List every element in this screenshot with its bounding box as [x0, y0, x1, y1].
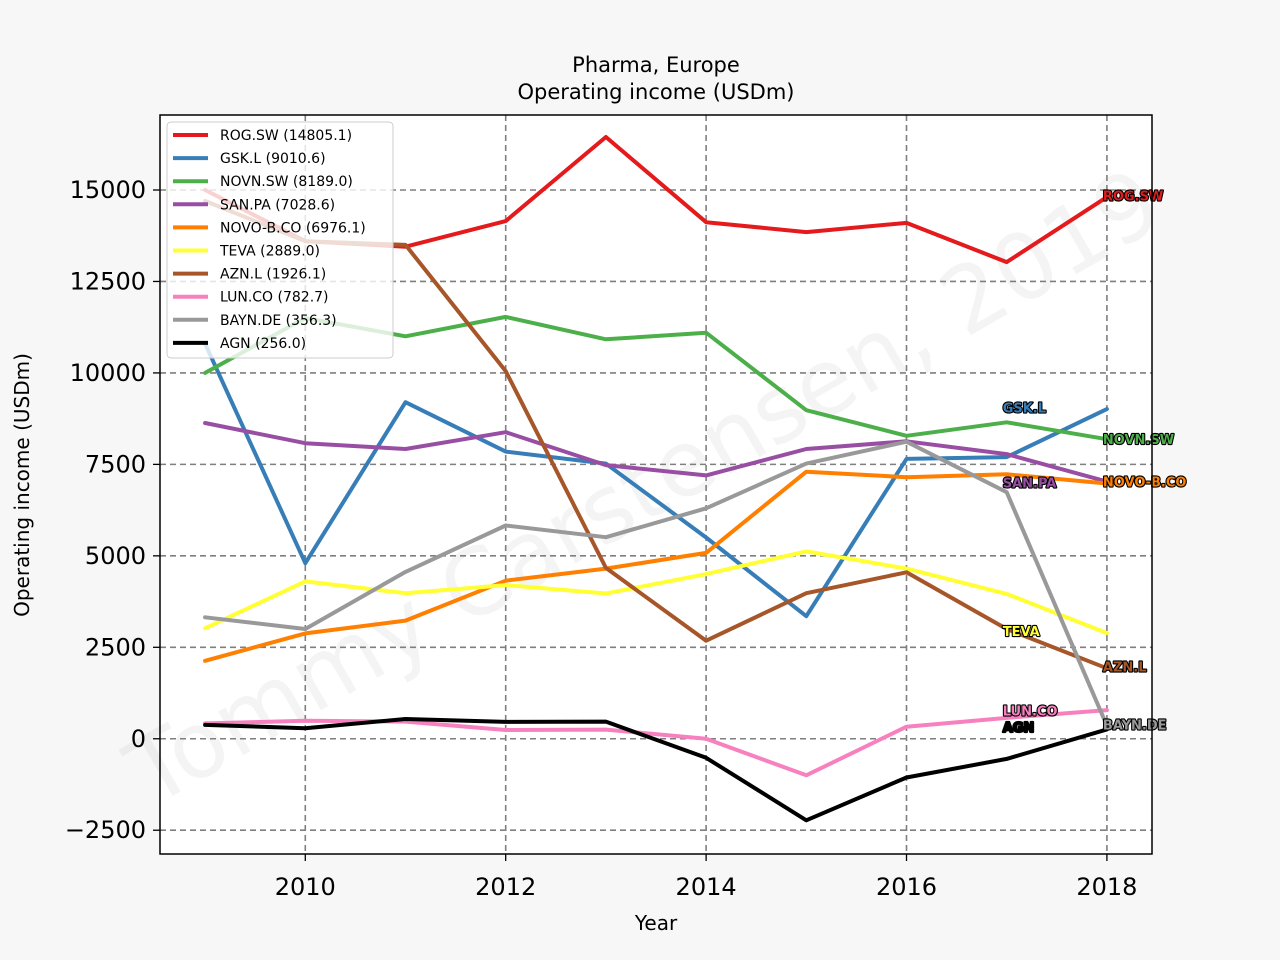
x-tick-label: 2016	[876, 873, 937, 901]
plot-frame	[159, 114, 1153, 855]
series-lines	[203, 135, 1109, 823]
legend-entry: AZN.L (1926.1)	[220, 267, 326, 283]
axis-ticks: 2010 2012 2014 2016 2018 −2500 0 2500 5000 7500 10…	[65, 176, 1138, 901]
series-line-teva	[203, 549, 1109, 636]
x-tick-label: 2018	[1076, 873, 1137, 901]
y-tick-label: 12500	[70, 267, 146, 295]
y-tick-label: 7500	[85, 450, 146, 478]
y-tick-label: 15000	[70, 176, 146, 204]
legend-entry: NOVO-B.CO (6976.1)	[220, 220, 366, 236]
end-label-novn-sw: NOVN.SW	[1103, 433, 1174, 448]
y-tick-label: −2500	[65, 816, 146, 844]
series-line-agn	[203, 717, 1109, 823]
y-axis-label: Operating income (USDm)	[10, 353, 34, 617]
end-label-teva: TEVA	[1003, 625, 1040, 640]
y-tick-label: 0	[131, 725, 146, 753]
legend-entry: ROG.SW (14805.1)	[220, 128, 352, 144]
y-tick-label: 2500	[85, 633, 146, 661]
end-label-san-pa: SAN.PA	[1003, 477, 1057, 492]
legend-entry: SAN.PA (7028.6)	[220, 197, 335, 213]
legend-box	[166, 121, 394, 359]
y-tick-label: 10000	[70, 359, 146, 387]
end-label-rog-sw: ROG.SW	[1103, 189, 1163, 204]
legend: ROG.SW (14805.1) GSK.L (9010.6) NOVN.SW (8…	[166, 121, 394, 359]
end-label-azn-l: AZN.L	[1103, 660, 1147, 675]
end-label-gsk-l: GSK.L	[1003, 402, 1046, 417]
series-line-novo-b-co	[203, 469, 1109, 663]
x-axis-label: Year	[634, 911, 678, 935]
legend-entry: LUN.CO (782.7)	[220, 290, 329, 306]
x-tick-label: 2010	[275, 873, 336, 901]
chart-subtitle: Operating income (USDm)	[518, 80, 795, 104]
legend-entry: BAYN.DE (356.3)	[220, 313, 337, 329]
series-line-san-pa	[203, 421, 1109, 484]
x-tick-label: 2012	[475, 873, 536, 901]
series-line-gsk-l	[203, 341, 1109, 619]
chart-title: Pharma, Europe	[572, 53, 740, 77]
legend-entry: AGN (256.0)	[220, 336, 306, 352]
legend-entry: GSK.L (9010.6)	[220, 151, 326, 167]
series-line-bayn-de	[203, 439, 1109, 728]
legend-entry: NOVN.SW (8189.0)	[220, 174, 353, 190]
y-tick-label: 5000	[85, 542, 146, 570]
end-label-novo-b-co: NOVO-B.CO	[1103, 476, 1187, 491]
series-end-labels: ROG.SW GSK.L NOVN.SW SAN.PA NOVO-B.CO TEVA AZN…	[1002, 188, 1188, 737]
legend-entry: TEVA (2889.0)	[219, 244, 320, 260]
end-label-bayn-de: BAYN.DE	[1103, 718, 1167, 733]
series-line-lun-co	[203, 708, 1109, 778]
x-tick-label: 2014	[676, 873, 737, 901]
end-label-agn: AGN	[1003, 721, 1035, 736]
end-label-lun-co: LUN.CO	[1003, 705, 1058, 720]
